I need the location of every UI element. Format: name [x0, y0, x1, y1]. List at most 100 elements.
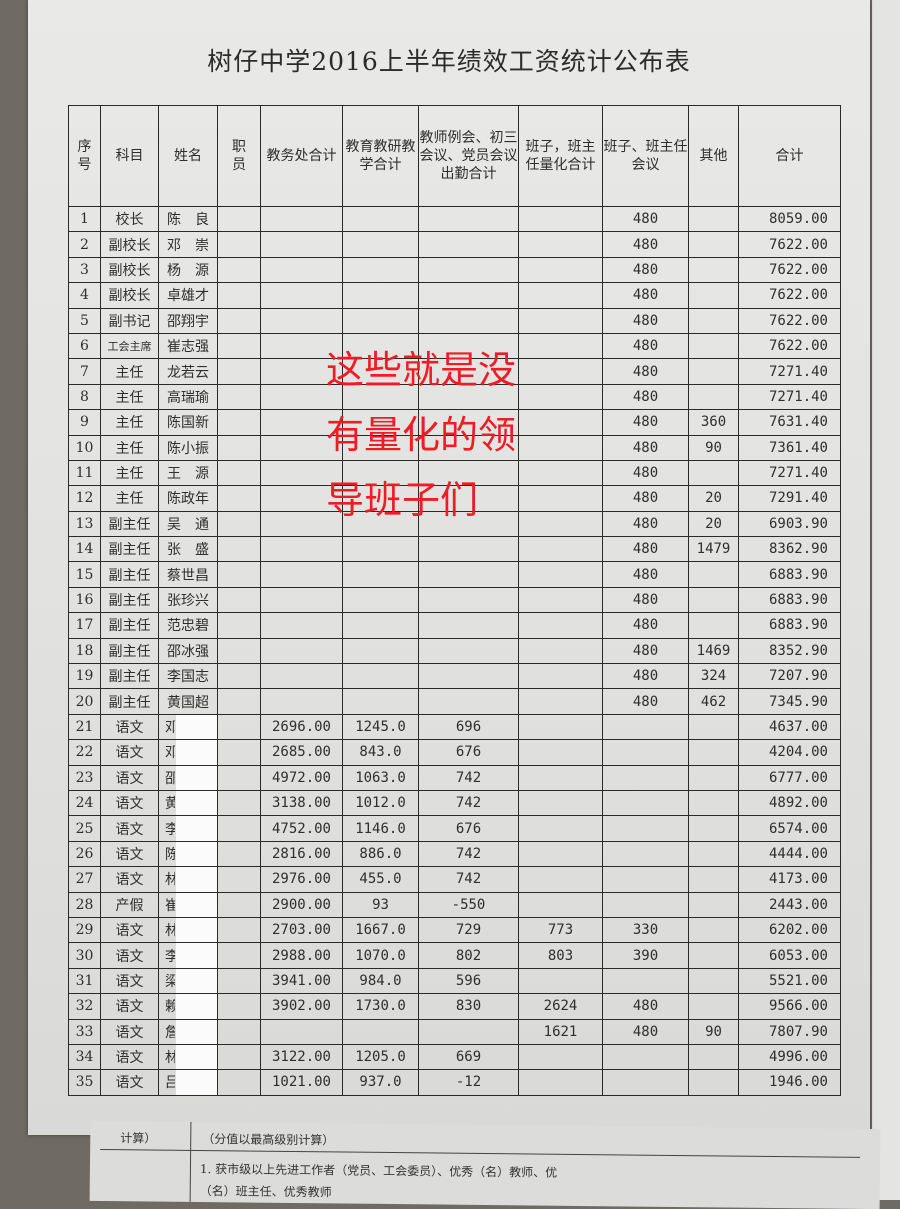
cell-other [688, 916, 739, 944]
cell-index: 20 [68, 688, 101, 715]
cell-index: 27 [68, 866, 101, 893]
table-row: 20 副主任 黄国超 480 462 7345.90 [68, 688, 841, 715]
cell-index: 11 [68, 459, 101, 487]
cell-quantified [518, 789, 603, 817]
cell-quantified [518, 383, 603, 411]
cell-meetings: 480 [602, 459, 689, 487]
cell-meetings: 480 [602, 612, 689, 639]
cell-staff [217, 561, 261, 588]
cell-index: 15 [68, 561, 101, 588]
cell-teaching-research [342, 536, 419, 563]
cell-quantified [518, 332, 603, 360]
cell-subject: 副主任 [100, 663, 159, 690]
cell-total: 7631.40 [738, 409, 841, 436]
cell-index: 16 [68, 586, 101, 614]
cell-subject: 语文 [100, 1069, 159, 1096]
column-header-teaching-research: 教育教研教学合计 [342, 105, 419, 207]
cell-other [688, 739, 739, 766]
cell-name: 蔡世昌 [158, 561, 218, 588]
annotation-line: 有量化的领 [326, 413, 517, 457]
cell-teaching-research [342, 459, 419, 487]
cell-other: 20 [688, 485, 739, 512]
cell-index: 29 [68, 916, 101, 944]
cell-staff [217, 536, 261, 563]
cell-subject: 副主任 [100, 688, 159, 715]
cell-academic-affairs: 2976.00 [260, 866, 343, 893]
cell-index: 26 [68, 840, 101, 868]
table-row: 25 语文李 4752.00 1146.0 676 6574.00 [68, 815, 841, 842]
cell-staff [217, 1043, 261, 1071]
cell-name: 陈国新 [158, 409, 218, 436]
cell-staff [217, 840, 261, 868]
cell-name: 陈 良 [158, 205, 218, 233]
cell-total: 4173.00 [738, 866, 841, 893]
redaction-mask [175, 867, 217, 892]
cell-attendance [418, 510, 519, 538]
cell-index: 31 [68, 967, 101, 995]
cell-academic-affairs [260, 231, 343, 258]
cell-meetings [602, 1069, 689, 1096]
cell-index: 13 [68, 510, 101, 538]
cell-attendance [418, 663, 519, 690]
cell-name: 黄国超 [158, 688, 218, 715]
cell-quantified [518, 231, 603, 258]
cell-subject: 语文 [100, 764, 159, 791]
cell-other [688, 256, 739, 284]
cell-total: 7271.40 [738, 459, 841, 487]
cell-other [688, 612, 739, 639]
cell-meetings: 480 [602, 256, 689, 284]
cell-other [688, 231, 739, 258]
cell-subject: 主任 [100, 434, 159, 461]
cell-index: 21 [68, 713, 101, 741]
cell-staff [217, 358, 261, 385]
cell-index: 1 [68, 205, 101, 233]
cell-other: 20 [688, 510, 739, 538]
cell-quantified [518, 205, 603, 233]
cell-name: 李国志 [158, 663, 218, 690]
underlying-sheet: 计算） （分值以最高级别计算） 1. 获市级以上先进工作者（党员、工会委员）、优… [89, 1120, 881, 1209]
cell-subject: 产假 [100, 891, 159, 918]
cell-meetings [602, 789, 689, 817]
cell-subject: 副校长 [100, 256, 159, 284]
cell-staff [217, 916, 261, 944]
cell-index: 7 [68, 358, 101, 385]
cell-total: 6903.90 [738, 510, 841, 538]
cell-meetings: 480 [602, 637, 689, 665]
cell-attendance: 742 [418, 840, 519, 868]
annotation-line: 这些就是没 [326, 348, 517, 392]
cell-subject: 语文 [100, 713, 159, 741]
table-row: 9 主任 陈国新 480 360 7631.40 [68, 409, 841, 436]
cell-total: 9566.00 [738, 993, 841, 1020]
cell-total: 6053.00 [738, 942, 841, 969]
redaction-mask [175, 842, 217, 866]
table-row: 12 主任 陈政年 480 20 7291.40 [68, 485, 841, 512]
cell-subject: 副主任 [100, 637, 159, 665]
cell-meetings [602, 840, 689, 868]
cell-total: 8352.90 [738, 637, 841, 665]
cell-meetings: 390 [602, 942, 689, 969]
cell-teaching-research: 1245.0 [342, 713, 419, 741]
cell-teaching-research [342, 282, 419, 309]
cell-quantified [518, 713, 603, 741]
cell-teaching-research: 1667.0 [342, 916, 419, 944]
cell-name: 张珍兴 [158, 586, 218, 614]
cell-other [688, 459, 739, 487]
cell-subject: 副主任 [100, 510, 159, 538]
cell-academic-affairs [260, 1018, 343, 1045]
cell-academic-affairs: 2900.00 [260, 891, 343, 918]
cell-meetings: 480 [602, 332, 689, 360]
cell-total: 7622.00 [738, 332, 841, 360]
cell-meetings: 480 [602, 205, 689, 233]
cell-name: 詹 [158, 1018, 218, 1045]
cell-meetings [602, 967, 689, 995]
cell-name: 陈小振 [158, 434, 218, 461]
table-row: 21 语文邓 2696.00 1245.0 696 4637.00 [68, 713, 841, 741]
cell-academic-affairs [260, 637, 343, 665]
cell-academic-affairs [260, 307, 343, 334]
cell-attendance: 596 [418, 967, 519, 995]
cell-academic-affairs: 2685.00 [260, 739, 343, 766]
cell-index: 2 [68, 231, 101, 258]
cell-name: 邓 [158, 739, 218, 766]
cell-staff [217, 307, 261, 334]
cell-meetings: 480 [602, 409, 689, 436]
